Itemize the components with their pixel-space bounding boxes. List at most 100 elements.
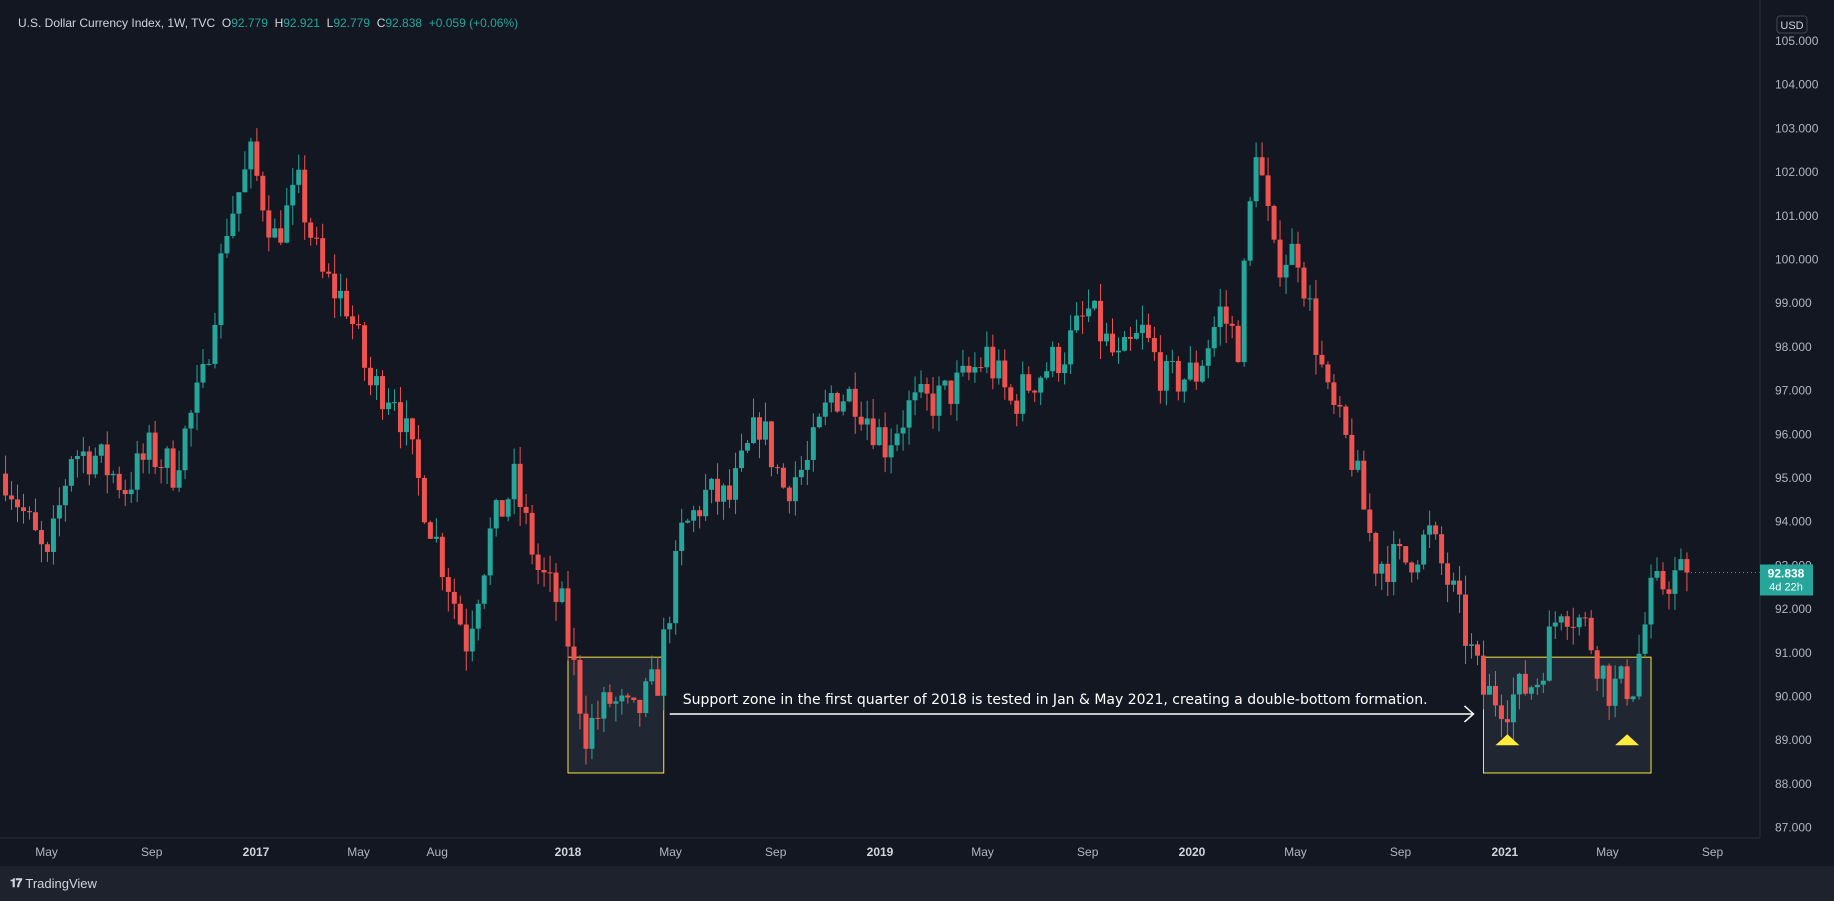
candle-body bbox=[709, 478, 715, 490]
tradingview-brand[interactable]: 𝟏𝟕 TradingView bbox=[10, 876, 97, 891]
candle-body bbox=[798, 469, 804, 478]
candle-body bbox=[1247, 201, 1253, 261]
y-tick-label: 101.000 bbox=[1775, 209, 1819, 223]
candle-body bbox=[1385, 563, 1391, 582]
candle-body bbox=[481, 575, 487, 604]
candle-body bbox=[1666, 589, 1672, 594]
candle-body bbox=[368, 367, 374, 386]
candle-body bbox=[1193, 362, 1199, 382]
candle-body bbox=[972, 367, 978, 373]
candle-body bbox=[1121, 337, 1127, 351]
tradingview-logo-icon: 𝟏𝟕 bbox=[10, 876, 22, 890]
x-tick-label: Sep bbox=[1702, 845, 1724, 859]
y-tick-label: 87.000 bbox=[1775, 821, 1812, 835]
candle-body bbox=[649, 669, 655, 682]
candle-body bbox=[523, 506, 529, 513]
candle-body bbox=[571, 646, 577, 660]
candle-body bbox=[1630, 696, 1636, 700]
candle-body bbox=[80, 451, 86, 456]
candle-body bbox=[1104, 333, 1110, 342]
candle-body bbox=[1469, 644, 1475, 646]
bar-countdown: 4d 22h bbox=[1769, 581, 1803, 593]
candle-body bbox=[218, 253, 224, 325]
candle-body bbox=[38, 530, 44, 545]
candle-body bbox=[242, 169, 248, 193]
x-tick-label: Sep bbox=[1390, 845, 1412, 859]
candle-body bbox=[1229, 323, 1235, 326]
candle-body bbox=[816, 416, 822, 428]
candle-body bbox=[1133, 333, 1139, 339]
candle-body bbox=[774, 467, 780, 469]
candle-body bbox=[56, 505, 62, 519]
low-label: L bbox=[326, 16, 334, 30]
candle-body bbox=[834, 393, 840, 412]
candle-body bbox=[86, 451, 92, 475]
candle-body bbox=[344, 290, 350, 317]
candle-body bbox=[577, 659, 583, 714]
candle-body bbox=[409, 418, 415, 440]
candle-body bbox=[966, 365, 972, 373]
candle-body bbox=[643, 681, 649, 714]
candle-body bbox=[631, 697, 637, 700]
candle-body bbox=[272, 228, 278, 238]
candle-body bbox=[1086, 308, 1092, 317]
candle-body bbox=[427, 522, 433, 539]
candle-body bbox=[583, 713, 589, 749]
candle-body bbox=[978, 367, 984, 369]
candle-body bbox=[750, 417, 756, 444]
currency-badge[interactable]: USD bbox=[1776, 15, 1808, 34]
y-tick-label: 103.000 bbox=[1775, 121, 1819, 135]
candle-body bbox=[188, 412, 194, 429]
candle-body bbox=[1684, 559, 1690, 573]
candle-body bbox=[1313, 298, 1319, 355]
candle-body bbox=[1163, 361, 1169, 391]
candle-body bbox=[1439, 534, 1445, 564]
chart-canvas[interactable]: Support zone in the first quarter of 201… bbox=[0, 0, 1834, 866]
candle-body bbox=[1558, 616, 1564, 623]
candle-body bbox=[858, 416, 864, 425]
candle-body bbox=[840, 401, 846, 412]
candle-body bbox=[1522, 673, 1528, 694]
y-tick-label: 100.000 bbox=[1775, 253, 1819, 267]
candle-body bbox=[930, 393, 936, 416]
candle-body bbox=[691, 510, 697, 521]
y-tick-label: 97.000 bbox=[1775, 384, 1812, 398]
candle-body bbox=[948, 380, 954, 404]
candle-body bbox=[697, 510, 703, 517]
candle-body bbox=[517, 463, 523, 507]
time-axis[interactable]: May Sep 2017 May Aug 2018 May Sep 2019 May Sep 2020… bbox=[35, 845, 1723, 859]
candle-body bbox=[810, 427, 816, 460]
candle-body bbox=[511, 463, 517, 500]
candle-body bbox=[685, 520, 691, 523]
candle-body bbox=[1277, 239, 1283, 278]
x-tick-label: 2020 bbox=[1179, 845, 1206, 859]
candle-body bbox=[1612, 678, 1618, 706]
double-bottom-marker[interactable] bbox=[1495, 734, 1520, 746]
price-axis[interactable]: 87.00088.00089.00090.00091.00092.00093.0… bbox=[1775, 34, 1819, 835]
x-tick-label: Sep bbox=[141, 845, 163, 859]
candle-body bbox=[1463, 594, 1469, 646]
open-value: 92.779 bbox=[231, 16, 268, 30]
candle-body bbox=[104, 444, 110, 476]
annotation-layer: Support zone in the first quarter of 201… bbox=[669, 692, 1640, 746]
candle-body bbox=[1259, 157, 1265, 176]
candle-body bbox=[912, 392, 918, 401]
candle-body bbox=[397, 402, 403, 433]
candle-body bbox=[715, 478, 721, 502]
candle-body bbox=[996, 360, 1002, 379]
candle-body bbox=[200, 364, 206, 383]
candle-body bbox=[266, 210, 272, 238]
candle-body bbox=[158, 467, 164, 469]
candle-body bbox=[1301, 267, 1307, 299]
candle-body bbox=[619, 695, 625, 702]
candle-body bbox=[1451, 580, 1457, 585]
candle-body bbox=[463, 624, 469, 652]
x-tick-label: May bbox=[1284, 845, 1307, 859]
candle-body bbox=[182, 428, 188, 471]
double-bottom-marker[interactable] bbox=[1615, 734, 1640, 746]
low-value: 92.779 bbox=[333, 16, 371, 30]
candle-body bbox=[1151, 337, 1157, 353]
candle-body bbox=[493, 500, 499, 529]
candle-body bbox=[846, 388, 852, 402]
high-label: H bbox=[274, 16, 284, 30]
